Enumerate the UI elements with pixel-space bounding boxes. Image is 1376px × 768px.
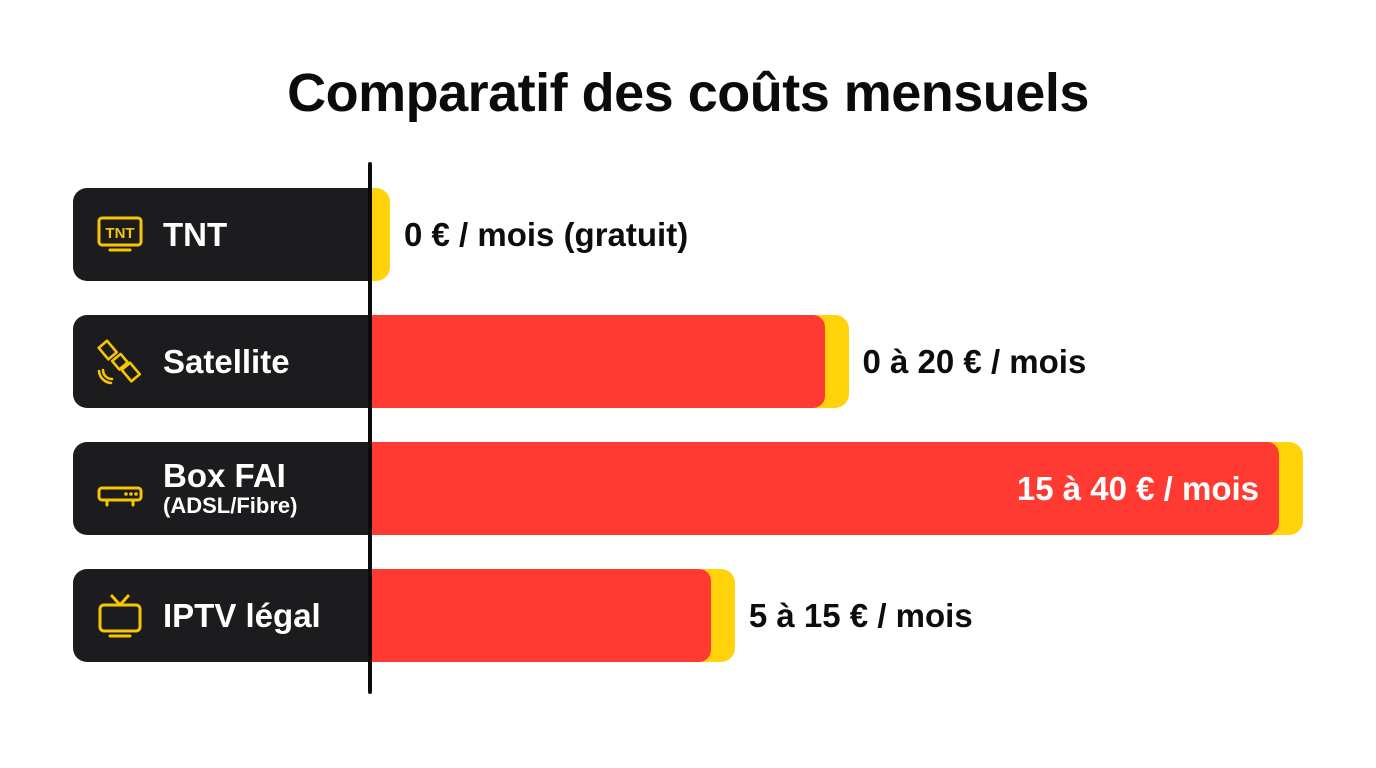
- category-label: Satellite: [163, 315, 290, 408]
- category-label: Box FAI (ADSL/Fibre): [163, 442, 297, 535]
- bar-baseline: [368, 162, 372, 694]
- category-name: Box FAI: [163, 456, 286, 494]
- router-icon: [95, 466, 145, 512]
- bar-row: TNT TNT 0 € / mois (gratuit): [73, 188, 1376, 281]
- svg-text:TNT: TNT: [105, 225, 134, 242]
- value-label: 15 à 40 € / mois: [1016, 470, 1259, 507]
- value-label: 0 € / mois (gratuit): [404, 216, 689, 253]
- category-name: TNT: [163, 215, 228, 253]
- chart-title: Comparatif des coûts mensuels: [287, 63, 1089, 123]
- bar: [370, 315, 825, 408]
- bar: [370, 442, 1279, 535]
- value-label: 5 à 15 € / mois: [748, 597, 973, 634]
- category-label-box: Box FAI (ADSL/Fibre): [73, 442, 383, 535]
- category-label: IPTV légal: [163, 569, 321, 662]
- tv-icon: [95, 593, 145, 639]
- category-name: Satellite: [163, 342, 290, 380]
- bar: [370, 569, 711, 662]
- category-label-box: TNT TNT: [73, 188, 383, 281]
- category-name: IPTV légal: [163, 596, 321, 634]
- category-label-box: IPTV légal: [73, 569, 383, 662]
- category-label-box: Satellite: [73, 315, 383, 408]
- tnt-tv-icon: TNT: [95, 212, 145, 258]
- bar-row: Satellite 0 à 20 € / mois: [73, 315, 1376, 408]
- category-label: TNT: [163, 188, 227, 281]
- category-sublabel: (ADSL/Fibre): [163, 492, 298, 518]
- value-label: 0 à 20 € / mois: [862, 343, 1087, 380]
- bar-row: Box FAI (ADSL/Fibre) 15 à 40 € / mois: [73, 442, 1376, 535]
- bar-row: IPTV légal 5 à 15 € / mois: [73, 569, 1376, 662]
- bar-accent: [370, 188, 390, 281]
- satellite-icon: [95, 339, 145, 385]
